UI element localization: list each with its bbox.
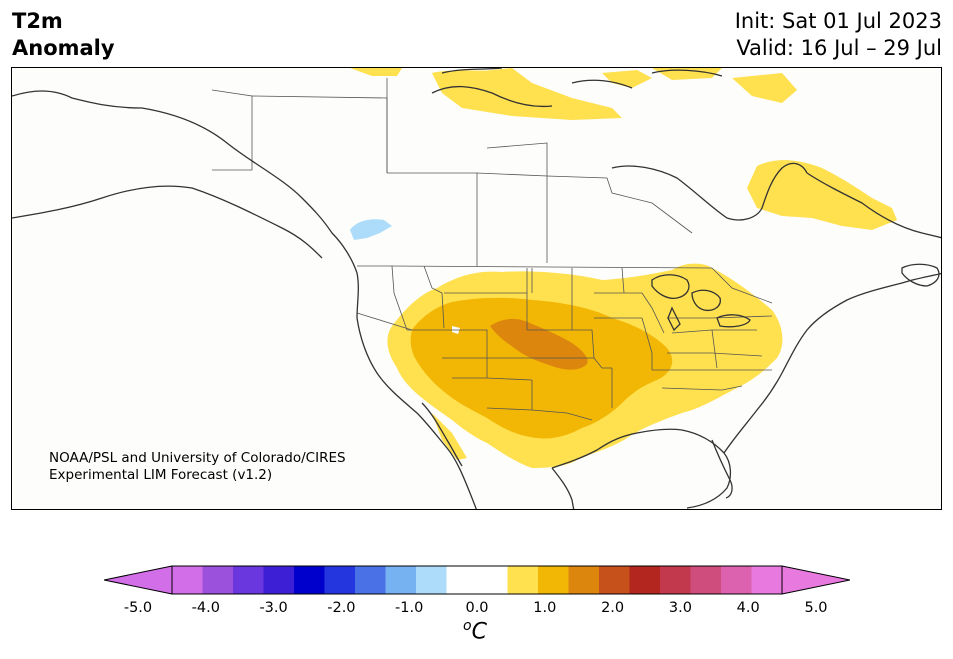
colorbar-segment [721,566,752,594]
political-borders [211,78,773,421]
west-coast [12,90,477,509]
colorbar-tick-label: -2.0 [327,600,356,616]
colorbar-tick-label: -1.0 [395,600,424,616]
colorbar-unit: oC [463,618,487,644]
newfoundland [901,263,940,287]
colorbar-outline [171,565,783,595]
anomaly-shading [350,68,897,468]
colorbar-segment [446,566,478,594]
colorbar-extend-high [781,565,850,595]
colorbar-segment [660,566,691,594]
unit-base: C [471,619,487,645]
colorbar-segment [324,566,356,594]
anomaly-region-arctic-2 [432,68,622,120]
anomaly-map [12,68,941,509]
colorbar-segment [690,566,722,594]
colorbar-tick-label: 0.0 [465,600,489,616]
colorbar-segment [477,566,508,594]
anomaly-region-arctic-3 [602,70,652,88]
colorbar-segment [568,566,600,594]
colorbar-tick-label: -3.0 [259,600,288,616]
great-lakes [651,274,751,332]
anomaly-region-us-mid [410,297,673,439]
colorbar-tick-label: 3.0 [668,600,692,616]
colorbar-segment [233,566,264,594]
colorbar-extend-low [104,565,173,595]
arctic-islands [431,68,723,108]
anomaly-region-arctic-5 [732,73,797,103]
colorbar-tick-label: -5.0 [123,600,153,616]
colorbar-segment [202,566,234,594]
map-panel [11,67,942,510]
colorbar-tick-label: 2.0 [601,600,625,616]
colorbar-segment [629,566,661,594]
title-line-variable: T2m [12,9,63,33]
colorbar-tick-label: 1.0 [533,600,557,616]
hudson-bay-coast [611,162,808,221]
data-credit: NOAA/PSL and University of Colorado/CIRE… [49,450,346,484]
colorbar-segment [294,566,325,594]
colorbar-segment [263,566,295,594]
credit-line-1: NOAA/PSL and University of Colorado/CIRE… [49,450,346,466]
colorbar-segment [538,566,569,594]
colorbar-segment [507,566,539,594]
colorbar-segment [355,566,386,594]
anomaly-region-arctic-1 [350,68,402,76]
colorbar-tick-label: -4.0 [191,600,220,616]
colorbar-tick-label: 4.0 [736,600,760,616]
title-line-type: Anomaly [12,36,115,60]
anomaly-region-baja [432,413,467,460]
colorbar-segment [751,566,783,594]
valid-date: Valid: 16 Jul – 29 Jul [736,36,942,60]
alaska-coast [12,185,323,259]
anomaly-region-hudson-quebec [747,160,897,230]
colorbar-segment [385,566,417,594]
forecast-dates: Init: Sat 01 Jul 2023 Valid: 16 Jul – 29… [735,8,942,62]
colorbar-segment [172,566,203,594]
credit-line-2: Experimental LIM Forecast (v1.2) [49,467,273,483]
coastlines [12,68,941,509]
colorbar-segment [416,566,447,594]
anomaly-region-light-blue [350,219,392,240]
mexico-gulf-coast [551,467,575,509]
unit-degree: o [463,618,472,634]
labrador-coast [806,172,941,239]
anomaly-region-us-core [490,318,588,370]
colorbar-segment [599,566,630,594]
baja-coast [421,402,463,467]
init-date: Init: Sat 01 Jul 2023 [734,9,942,33]
florida [711,439,733,499]
colorbar-tick-label: 5.0 [804,600,828,616]
colorbar [104,565,850,595]
gulf-coast [551,428,732,509]
plot-title: T2m Anomaly [12,8,115,62]
east-coast [723,272,941,454]
